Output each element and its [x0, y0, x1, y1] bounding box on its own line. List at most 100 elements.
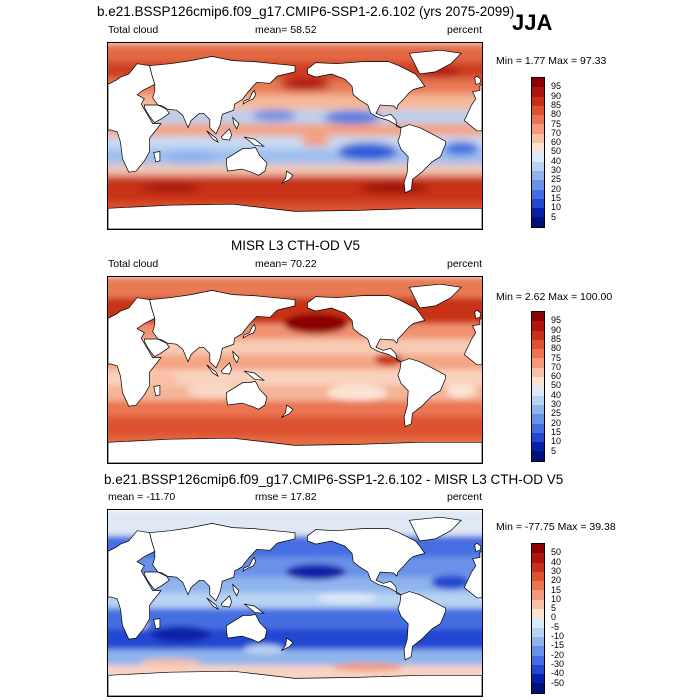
colorbar-label: 85 — [551, 333, 562, 344]
field-anomaly — [166, 148, 217, 165]
field-band — [108, 164, 482, 176]
map-canvas — [108, 510, 482, 696]
colorbar-swatch — [532, 180, 544, 190]
colorbar-label: 80 — [551, 343, 562, 354]
panel1-mean-label: mean= 58.52 — [255, 24, 317, 36]
field-anomaly — [283, 313, 348, 334]
field-band — [108, 401, 482, 417]
field-band — [108, 577, 482, 593]
colorbar-label: 20 — [551, 183, 562, 194]
field-band — [108, 592, 482, 609]
panel1-colorbar: 95 90 85 80 75 70 60 50 40 30 25 20 15 10 5 — [531, 77, 561, 228]
colorbar-label: 50 — [551, 547, 562, 558]
colorbar-label: 10 — [551, 436, 562, 447]
panel2-minmax: Min = 2.62 Max = 100.00 — [496, 291, 613, 303]
panel3-minmax: Min = -77.75 Max = 39.38 — [496, 521, 616, 533]
panel1-units-label: percent — [447, 24, 483, 36]
field-anomaly — [337, 142, 398, 161]
colorbar-label: 5 — [551, 445, 557, 456]
colorbar-swatch — [532, 404, 544, 415]
colorbar-swatch — [532, 349, 544, 359]
land-mass — [408, 283, 462, 309]
field-band — [108, 123, 482, 136]
land-mass — [108, 530, 162, 640]
field-anomaly — [374, 353, 403, 366]
field-band — [108, 608, 482, 629]
colorbar-swatch — [532, 133, 544, 144]
land-mass — [307, 295, 426, 363]
field-anomaly — [443, 141, 480, 156]
colorbar-label: 30 — [551, 399, 562, 409]
land-mass — [108, 63, 162, 173]
colorbar-label: 5 — [551, 211, 557, 222]
colorbar-label: -10 — [551, 631, 565, 641]
colorbar-label: 75 — [551, 352, 562, 363]
field-anomaly — [243, 644, 284, 655]
land-mass — [226, 614, 268, 643]
panel2-units-label: percent — [447, 258, 483, 270]
land-mass — [144, 571, 170, 591]
field-anomaly — [324, 110, 381, 125]
land-mass — [463, 317, 482, 366]
field-anomaly — [316, 592, 377, 603]
colorbar-swatch — [532, 571, 544, 582]
colorbar-swatch — [532, 646, 544, 656]
field-anomaly — [140, 658, 201, 667]
colorbar-swatches — [531, 543, 545, 694]
colorbar-swatch — [532, 544, 544, 554]
land-mass — [281, 404, 294, 418]
colorbar-label: 40 — [551, 556, 562, 567]
colorbar-swatch — [532, 161, 544, 171]
colorbar-swatch — [532, 553, 544, 563]
land-mass — [149, 523, 296, 602]
colorbar-swatch — [532, 124, 544, 134]
field-anomaly — [280, 78, 331, 91]
colorbar-label: 70 — [551, 361, 562, 372]
colorbar-label: 60 — [551, 371, 562, 382]
colorbar-swatch — [532, 377, 544, 387]
colorbar-swatch — [532, 115, 544, 125]
colorbar-swatch — [532, 562, 544, 572]
colorbar-label: 20 — [551, 417, 562, 428]
colorbar-swatch — [532, 432, 544, 443]
colorbar-label: -20 — [551, 649, 565, 660]
land-mass — [206, 364, 219, 378]
land-mass — [397, 591, 446, 661]
panel3-units-label: percent — [447, 491, 483, 503]
panel1-map — [107, 42, 483, 230]
land-mass — [149, 56, 296, 135]
colorbar-label: 5 — [551, 603, 557, 614]
panel3-mean-label: mean = -11.70 — [108, 491, 176, 503]
colorbar-swatch — [532, 655, 544, 665]
colorbar-swatch — [532, 170, 544, 181]
colorbar-swatch — [532, 414, 544, 424]
season-label: JJA — [512, 10, 553, 35]
colorbar-swatch — [532, 143, 544, 153]
land-mass — [474, 75, 482, 85]
colorbar-label: 10 — [551, 593, 562, 604]
colorbar-label: -40 — [551, 668, 565, 679]
land-mass — [108, 670, 482, 696]
land-mass — [144, 104, 170, 124]
colorbar-swatch — [532, 78, 544, 88]
map-canvas — [108, 43, 482, 229]
colorbar-swatch — [532, 442, 544, 452]
colorbar-label: 95 — [551, 315, 562, 326]
colorbar-swatch — [532, 152, 544, 162]
colorbar-label: 60 — [551, 137, 562, 148]
field-anomaly — [332, 663, 403, 672]
colorbar-label: 25 — [551, 408, 562, 419]
colorbar-swatch — [532, 96, 544, 106]
field-band — [108, 649, 482, 665]
colorbar-label: 80 — [551, 109, 562, 120]
panel2-left-label: Total cloud — [108, 258, 159, 270]
land-mass — [226, 147, 268, 176]
land-mass — [153, 151, 161, 163]
colorbar-swatch — [532, 105, 544, 116]
colorbar-label: 95 — [551, 81, 562, 92]
land-mass — [307, 61, 426, 129]
panel2-colorbar: 95 90 85 80 75 70 60 50 40 30 25 20 15 10 5 — [531, 311, 561, 462]
colorbar-swatch — [532, 674, 544, 684]
land-mass — [463, 83, 482, 132]
colorbar-label: 0 — [551, 612, 557, 623]
